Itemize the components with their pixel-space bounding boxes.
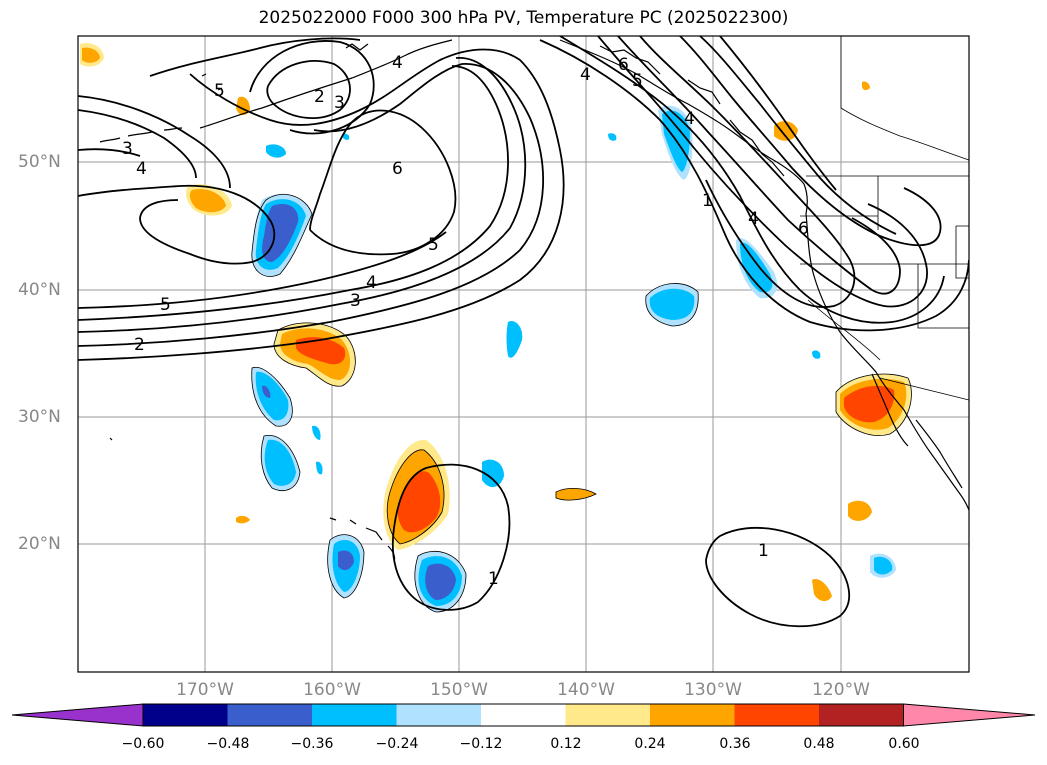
warm-anomaly-top-left <box>80 42 104 67</box>
colorbar-segment <box>481 704 566 726</box>
contour-label: 3 <box>350 291 361 311</box>
contour-label: 2 <box>134 335 145 355</box>
contour-label: 1 <box>488 569 499 589</box>
cold-anomaly-tiny <box>608 133 617 141</box>
warm-anomaly-small-south <box>812 578 832 602</box>
colorbar-tick-label: −0.48 <box>206 736 250 752</box>
plot-frame <box>77 35 970 673</box>
lat-label: 20°N <box>18 534 61 554</box>
contour-label: 4 <box>580 65 591 85</box>
warm-anomaly-canada <box>774 121 798 141</box>
colorbar-extend-high <box>903 703 1036 727</box>
colorbar-segment <box>650 704 735 726</box>
cold-anomaly-dot-1 <box>812 350 821 359</box>
warm-anomaly-south <box>383 439 450 550</box>
cold-anomaly-small-central <box>482 459 504 488</box>
colorbar-tick-label: −0.24 <box>375 736 419 752</box>
lon-label: 120°W <box>812 680 870 700</box>
borders <box>800 36 969 401</box>
colorbar <box>11 703 1036 727</box>
cold-anomaly-mid <box>251 367 293 427</box>
colorbar-segment <box>396 704 482 726</box>
warm-anomaly-dot <box>862 81 870 91</box>
colorbar-segment <box>143 704 228 726</box>
colorbar-tick-label: 0.48 <box>803 736 835 752</box>
lon-label: 150°W <box>430 680 488 700</box>
contour-label: 4 <box>136 159 147 179</box>
warm-anomaly-strip <box>556 488 596 501</box>
colorbar-segment <box>819 704 904 726</box>
colorbar-tick-label: 0.12 <box>550 736 582 752</box>
warm-anomaly-small-east <box>848 500 872 521</box>
cold-anomaly-small-east <box>870 553 896 578</box>
lon-label: 140°W <box>557 680 615 700</box>
colorbar-segment <box>227 704 313 726</box>
contour-label: 6 <box>392 159 403 179</box>
contour-label: 3 <box>334 93 345 113</box>
colorbar-segment <box>312 704 397 726</box>
contour-labels: 5 2 3 4 3 4 6 5 4 3 5 2 4 6 5 4 1 4 6 1 … <box>122 53 809 589</box>
coastlines <box>99 39 969 563</box>
contour-label: 2 <box>314 87 325 107</box>
contour-label: 1 <box>702 191 713 211</box>
cold-anomaly-hawaii-west <box>327 534 364 598</box>
contour-label: 5 <box>160 295 171 315</box>
contour-label: 4 <box>366 273 377 293</box>
pv-contours <box>78 36 969 628</box>
lon-label: 130°W <box>684 680 742 700</box>
colorbar-frame <box>142 703 904 727</box>
anomaly-outlines <box>251 193 912 613</box>
contour-label: 5 <box>428 235 439 255</box>
colorbar-tick-label: 0.36 <box>719 736 751 752</box>
colorbar-tick-label: −0.60 <box>121 736 165 752</box>
colorbar-tick-label: 0.60 <box>888 736 920 752</box>
lon-label: 160°W <box>303 680 361 700</box>
cold-anomaly-offshore <box>645 283 699 326</box>
colorbar-segment <box>734 704 820 726</box>
warm-anomaly-mid-west <box>186 184 232 216</box>
colorbar-tick-label: −0.36 <box>290 736 334 752</box>
lat-label: 30°N <box>18 407 61 427</box>
contour-label: 4 <box>684 109 695 129</box>
contour-label: 6 <box>798 219 809 239</box>
cold-anomaly-sliver <box>312 425 321 440</box>
contour-label: 1 <box>758 541 769 561</box>
contour-label: 5 <box>214 81 225 101</box>
lat-label: 50°N <box>18 152 61 172</box>
warm-anomaly-central <box>274 322 356 387</box>
cold-anomaly-sliver-2 <box>316 461 323 475</box>
contour-label: 4 <box>748 209 759 229</box>
cold-anomaly-small-north <box>266 144 286 158</box>
colorbar-segment <box>565 704 651 726</box>
colorbar-extend-low <box>11 703 144 727</box>
cold-anomaly-coast-mid <box>736 238 778 299</box>
colorbar-tick-label: 0.24 <box>634 736 666 752</box>
contour-label: 3 <box>122 139 133 159</box>
contour-label: 4 <box>392 53 403 73</box>
map-title: 2025022000 F000 300 hPa PV, Temperature … <box>258 8 789 28</box>
lon-label: 170°W <box>176 680 234 700</box>
contour-label: 6 <box>618 55 629 75</box>
gridlines <box>78 36 969 672</box>
temperature-anomaly-fills <box>80 42 912 612</box>
colorbar-tick-label: −0.12 <box>459 736 503 752</box>
lat-label: 40°N <box>18 280 61 300</box>
contour-label: 5 <box>632 71 643 91</box>
cold-anomaly-hawaii-east <box>414 551 466 612</box>
cold-anomaly-stripe <box>506 320 523 358</box>
cold-anomaly-mid-south <box>261 435 300 491</box>
warm-anomaly-tiny <box>236 515 250 524</box>
